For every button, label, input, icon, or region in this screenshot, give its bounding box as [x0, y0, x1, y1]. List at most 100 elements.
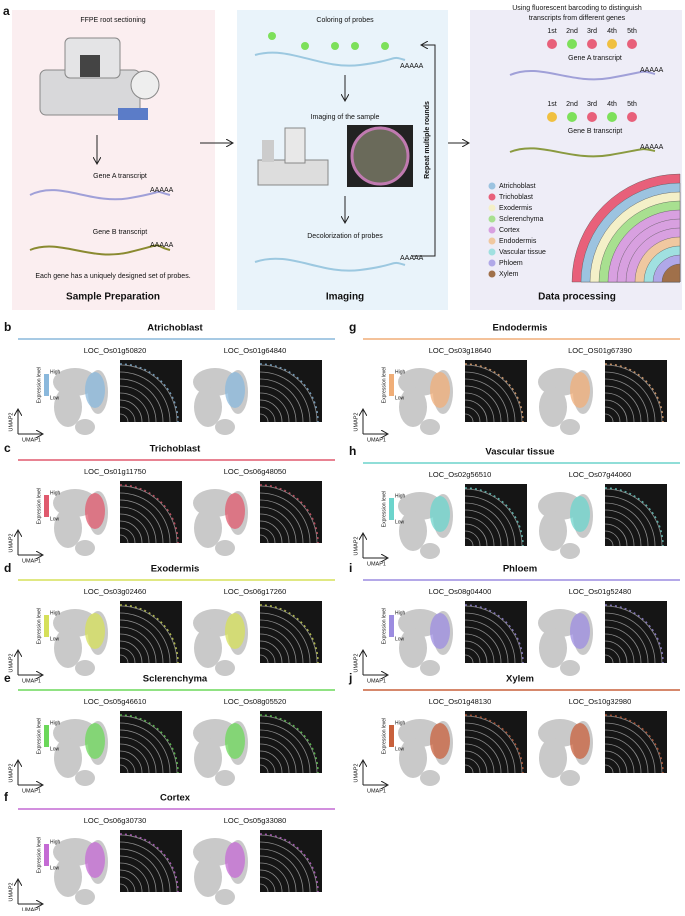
- umap-cluster: [75, 660, 95, 676]
- panel-label: e: [4, 671, 11, 685]
- axis-label: UMAP2: [353, 413, 359, 432]
- cell-ring: [259, 722, 311, 774]
- legend-high: High: [395, 493, 406, 499]
- axis-label: UMAP1: [367, 437, 386, 443]
- cell-ring: [259, 633, 290, 664]
- cell-ring: [604, 654, 614, 664]
- cell-ring: [604, 378, 649, 423]
- cell-ring: [259, 499, 304, 544]
- panel-label: c: [4, 441, 11, 455]
- panel-title: Sclerenchyma: [143, 674, 208, 685]
- cell-ring: [119, 399, 143, 423]
- step-title: Imaging of the sample: [311, 114, 380, 121]
- cell-ring: [119, 378, 164, 423]
- cell-ring: [119, 485, 178, 544]
- cell-ring: [119, 757, 136, 774]
- legend-dot: [488, 204, 496, 212]
- round-label: 4th: [607, 28, 617, 35]
- cell-ring: [119, 371, 171, 423]
- legend-title: Expression level: [381, 718, 387, 754]
- cell-ring: [464, 385, 502, 423]
- poly-a: AAAAA: [640, 67, 664, 74]
- step-title: transcripts from different genes: [529, 15, 626, 22]
- gene-label: Gene B transcript: [93, 229, 148, 236]
- cell-ring: [464, 523, 488, 547]
- microscope: [257, 127, 329, 186]
- cell-ring: [604, 612, 656, 664]
- panel-label: b: [4, 320, 11, 334]
- axis-label: UMAP2: [8, 883, 14, 902]
- cell-ring: [119, 743, 150, 774]
- signal: [259, 484, 319, 544]
- legend-low: Low: [50, 395, 60, 401]
- umap-cluster: [399, 628, 427, 668]
- cell-ring: [464, 619, 509, 664]
- round-label: 1st: [547, 101, 556, 108]
- signal: [604, 714, 664, 774]
- umap-highlight: [225, 723, 245, 759]
- cell-ring: [604, 647, 621, 664]
- umap-cluster: [539, 387, 567, 427]
- umap-cluster: [560, 543, 580, 559]
- umap-highlight: [570, 372, 590, 408]
- umap-cluster: [215, 540, 235, 556]
- legend-dot: [488, 237, 496, 245]
- microscopy-image: [605, 360, 667, 422]
- poly-a: AAAAA: [640, 144, 664, 151]
- cell-ring: [119, 605, 178, 664]
- signal: [464, 487, 524, 547]
- barcode-dot: [587, 39, 597, 49]
- umap-highlight: [430, 372, 450, 408]
- cell-ring: [464, 392, 495, 423]
- barcode-dot: [607, 112, 617, 122]
- gene-name: LOC_Os07g44060: [569, 470, 632, 479]
- cell-ring: [464, 750, 488, 774]
- cell-ring: [259, 841, 311, 893]
- umap-cluster: [75, 540, 95, 556]
- cell-ring: [259, 883, 269, 893]
- barcode-dot: [567, 39, 577, 49]
- transcript: [509, 70, 656, 81]
- panel-label: f: [4, 790, 9, 804]
- legend-title: Expression level: [36, 718, 42, 754]
- cell-ring: [604, 406, 621, 423]
- cell-ring: [604, 743, 635, 774]
- expression-bar: [44, 495, 49, 517]
- cell-ring: [604, 715, 663, 774]
- barcode-dot: [547, 39, 557, 49]
- signal: [464, 714, 524, 774]
- legend-high: High: [395, 610, 406, 616]
- round-label: 3rd: [587, 28, 597, 35]
- cell-ring: [464, 530, 481, 547]
- cell-ring: [119, 640, 143, 664]
- cell-ring: [119, 876, 136, 893]
- transcript: [509, 147, 656, 158]
- gene-name: LOC_Os01g11750: [84, 467, 146, 476]
- cell-ring: [259, 371, 311, 423]
- umap-cluster: [399, 511, 427, 551]
- cell-ring: [464, 509, 502, 547]
- cell-ring: [259, 612, 311, 664]
- cell-ring: [119, 392, 150, 423]
- cell-ring: [119, 834, 178, 893]
- umap-cluster: [539, 628, 567, 668]
- microscopy-image: [260, 360, 322, 422]
- cell-ring: [119, 527, 136, 544]
- legend-dot: [488, 248, 496, 256]
- umap-highlight: [430, 723, 450, 759]
- cell-ring: [119, 534, 129, 544]
- legend-title: Expression level: [381, 491, 387, 527]
- umap-cluster: [75, 889, 95, 905]
- cell-ring: [259, 869, 283, 893]
- legend-title: Expression level: [36, 488, 42, 524]
- round-label: 4th: [607, 101, 617, 108]
- expression-bar: [389, 725, 394, 747]
- legend-low: Low: [50, 516, 60, 522]
- umap-cluster: [420, 419, 440, 435]
- umap-highlight: [225, 613, 245, 649]
- expression-bar: [389, 374, 394, 396]
- umap-cluster: [75, 770, 95, 786]
- signal: [259, 363, 319, 423]
- legend-high: High: [395, 720, 406, 726]
- legend-low: Low: [395, 636, 405, 642]
